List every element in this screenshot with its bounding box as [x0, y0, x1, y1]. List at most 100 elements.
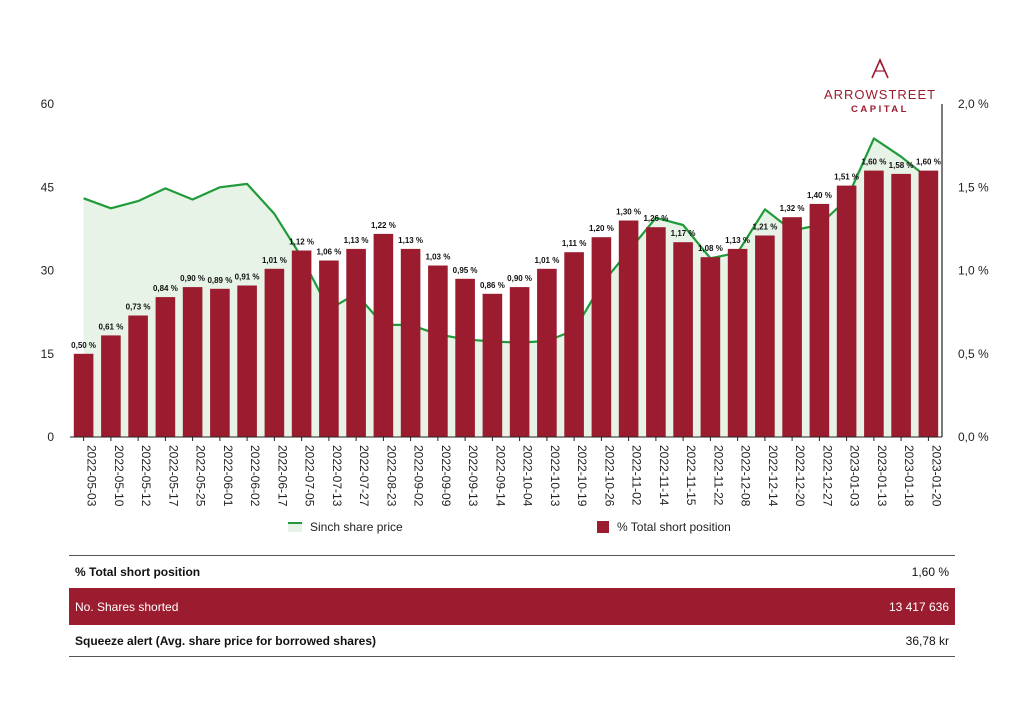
short-position-bar [346, 248, 366, 437]
x-axis-tick-label: 2022-12-08 [739, 445, 753, 507]
arrowstreet-logo: ARROWSTREET CAPITAL [820, 57, 940, 115]
bar-data-label: 0,90 % [180, 274, 205, 283]
left-axis-tick-label: 60 [41, 97, 55, 111]
bar-data-label: 1,32 % [780, 204, 805, 213]
x-axis-tick-label: 2022-08-23 [384, 445, 398, 507]
x-axis-tick-label: 2022-09-13 [466, 445, 480, 507]
x-axis-tick-label: 2022-07-13 [330, 445, 344, 507]
short-position-bar [918, 170, 939, 437]
short-position-bar [891, 173, 911, 437]
bar-data-label: 0,95 % [453, 266, 478, 275]
short-position-bar [101, 335, 121, 437]
x-axis-tick-label: 2022-12-20 [793, 445, 807, 507]
combo-chart: 0,50 %0,61 %0,73 %0,84 %0,90 % 0,89 % 0,91… [41, 97, 989, 507]
arrowstreet-logo-mark [871, 57, 889, 79]
x-axis-tick-label: 2022-10-19 [575, 445, 589, 507]
bar-data-label: 0,84 % [153, 284, 178, 293]
bar-data-label: 0,86 % [480, 281, 505, 290]
short-position-bar [646, 227, 666, 437]
bar-data-label: 0,50 % [71, 341, 96, 350]
bar-data-label: 1,13 % [725, 236, 750, 245]
bar-data-label: 1,26 % [643, 214, 668, 223]
short-position-bar [591, 237, 612, 437]
short-position-bar [755, 235, 775, 437]
x-axis-tick-label: 2022-07-27 [357, 445, 371, 507]
legend-item-share-price: Sinch share price [288, 520, 403, 534]
short-position-bar [564, 252, 584, 437]
logo-subtitle: CAPITAL [851, 104, 909, 115]
bar-data-label: 1,60 % [916, 158, 941, 167]
x-axis-tick-label: 2022-05-12 [139, 445, 153, 507]
bar-data-label: 1,17 % [671, 229, 696, 238]
summary-row-squeeze-alert: Squeeze alert (Avg. share price for borr… [69, 625, 955, 657]
x-axis-tick-label: 2022-09-02 [412, 445, 426, 507]
bar-data-label: 1,30 % [616, 208, 641, 217]
short-position-bar [482, 293, 503, 437]
left-axis-tick-label: 30 [41, 264, 55, 278]
x-axis-tick-label: 2022-06-17 [275, 445, 289, 507]
short-position-bar [182, 287, 203, 437]
legend-share-price-label: Sinch share price [310, 520, 403, 534]
short-position-bar [618, 220, 639, 437]
short-position-bar [237, 285, 257, 437]
short-position-bar [537, 268, 557, 437]
x-axis-tick-label: 2022-05-03 [85, 445, 99, 507]
x-axis-tick-label: 2022-09-14 [493, 445, 507, 507]
short-position-bar [782, 217, 802, 437]
logo-name: ARROWSTREET [823, 87, 937, 102]
x-axis-tick-label: 2022-06-01 [221, 445, 235, 507]
summary-value: 36,78 kr [905, 633, 949, 648]
short-position-bar [128, 315, 148, 437]
short-position-bar [155, 297, 176, 437]
short-position-bar [264, 268, 285, 437]
bar-data-label: 1,11 % [562, 239, 586, 248]
bar-data-label: 0,73 % [126, 303, 151, 312]
bar-data-label: 1,58 % [889, 161, 914, 170]
left-axis-tick-label: 45 [41, 180, 55, 194]
bar-data-label: 0,90 % [507, 274, 532, 283]
bar-data-label: 0,61 % [98, 322, 123, 331]
short-position-bar [673, 242, 693, 437]
short-position-bar [73, 353, 94, 438]
legend-short-position-label: % Total short position [617, 520, 731, 534]
right-axis-tick-label: 0,0 % [958, 430, 989, 444]
x-axis-tick-label: 2022-05-10 [112, 445, 126, 507]
x-axis-tick-label: 2022-11-14 [657, 445, 671, 506]
bar-data-label: 1,20 % [589, 224, 614, 233]
x-axis-tick-label: 2022-11-15 [684, 445, 698, 506]
bar-data-label: 0,91 % [235, 273, 260, 282]
bar-data-label: 1,12 % [289, 238, 314, 247]
short-position-bar [373, 233, 394, 437]
legend-bar-swatch [597, 521, 609, 533]
summary-row-shares-shorted: No. Shares shorted 13 417 636 [69, 588, 955, 625]
left-axis-tick-label: 15 [41, 347, 55, 361]
x-axis-tick-label: 2022-07-05 [303, 445, 317, 507]
x-axis-tick-label: 2022-12-27 [820, 445, 834, 507]
right-axis-tick-label: 1,5 % [958, 180, 989, 194]
short-position-bar [727, 248, 748, 437]
summary-table: % Total short position 1,60 % No. Shares… [69, 555, 955, 657]
short-position-bar [210, 288, 230, 437]
x-axis-tick-label: 2022-11-22 [711, 445, 725, 506]
short-position-bar [700, 257, 721, 437]
short-position-bar [509, 287, 530, 437]
bar-data-label: 1,01 % [534, 256, 559, 265]
x-axis-tick-label: 2023-01-18 [902, 445, 916, 507]
x-axis-tick-label: 2023-01-13 [875, 445, 889, 507]
x-axis-tick-label: 2023-01-20 [929, 445, 943, 507]
short-position-bar [864, 170, 884, 437]
bar-data-label: 1,21 % [752, 223, 777, 232]
summary-label: No. Shares shorted [75, 599, 179, 614]
x-axis-tick-label: 2022-10-04 [521, 445, 535, 507]
short-position-bar [428, 265, 448, 437]
right-axis-tick-label: 2,0 % [958, 97, 989, 111]
legend-item-short-position: % Total short position [597, 520, 731, 534]
short-position-bar [400, 248, 421, 437]
short-position-bar [291, 250, 312, 437]
bar-data-label: 1,01 % [262, 256, 287, 265]
bar-data-label: 1,40 % [807, 191, 832, 200]
short-position-bar [836, 185, 857, 437]
summary-value: 1,60 % [911, 565, 949, 579]
summary-row-short-position: % Total short position 1,60 % [69, 556, 955, 588]
left-axis-tick-label: 0 [47, 430, 54, 444]
